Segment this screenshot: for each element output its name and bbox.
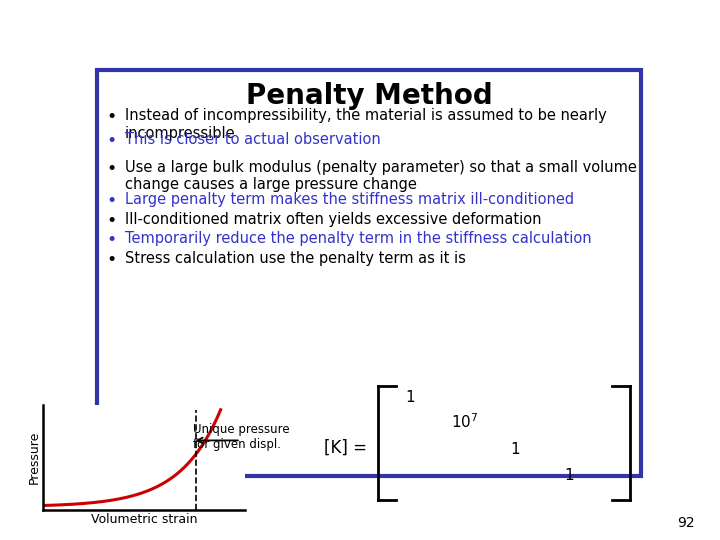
Text: 1: 1 [405, 390, 415, 406]
Text: Use a large bulk modulus (penalty parameter) so that a small volume
change cause: Use a large bulk modulus (penalty parame… [125, 160, 636, 192]
Text: •: • [106, 231, 117, 249]
X-axis label: Volumetric strain: Volumetric strain [91, 513, 197, 526]
Text: Unique pressure
for given displ.: Unique pressure for given displ. [193, 423, 289, 451]
Text: [K] =: [K] = [324, 439, 367, 457]
Text: Temporarily reduce the penalty term in the stiffness calculation: Temporarily reduce the penalty term in t… [125, 231, 591, 246]
Text: •: • [106, 109, 117, 126]
Text: •: • [106, 251, 117, 269]
Text: •: • [106, 212, 117, 230]
Text: 92: 92 [678, 516, 695, 530]
Text: •: • [106, 160, 117, 178]
Text: Stress calculation use the penalty term as it is: Stress calculation use the penalty term … [125, 251, 465, 266]
Y-axis label: Pressure: Pressure [27, 431, 40, 484]
Text: 1: 1 [564, 468, 574, 483]
Text: Penalty Method: Penalty Method [246, 82, 492, 110]
Text: $10^7$: $10^7$ [451, 412, 478, 430]
Text: 1: 1 [510, 442, 520, 457]
Text: Instead of incompressibility, the material is assumed to be nearly
incompressibl: Instead of incompressibility, the materi… [125, 109, 606, 141]
Text: This is closer to actual observation: This is closer to actual observation [125, 132, 380, 147]
Text: •: • [106, 132, 117, 150]
Text: Large penalty term makes the stiffness matrix ill-conditioned: Large penalty term makes the stiffness m… [125, 192, 574, 207]
Text: •: • [106, 192, 117, 211]
Text: Ill-conditioned matrix often yields excessive deformation: Ill-conditioned matrix often yields exce… [125, 212, 541, 227]
